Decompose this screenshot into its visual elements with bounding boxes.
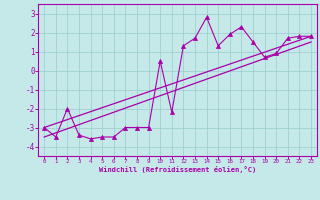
X-axis label: Windchill (Refroidissement éolien,°C): Windchill (Refroidissement éolien,°C): [99, 166, 256, 173]
